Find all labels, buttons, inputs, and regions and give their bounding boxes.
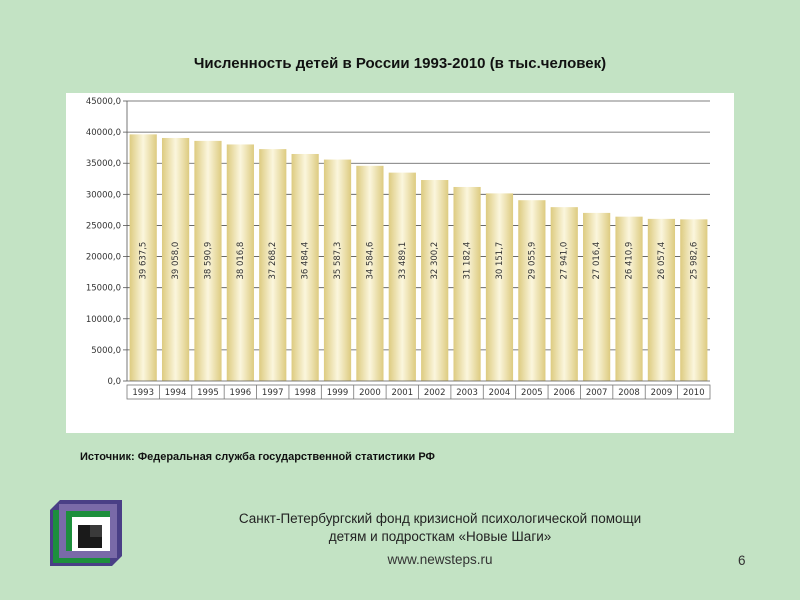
bar-2008: [615, 216, 643, 381]
y-tick-label: 25000,0: [86, 221, 121, 231]
y-tick-label: 45000,0: [86, 97, 121, 107]
x-tick-label: 2002: [424, 388, 446, 398]
x-tick-label: 2004: [489, 388, 511, 398]
y-tick-label: 10000,0: [86, 315, 121, 325]
y-tick-label: 20000,0: [86, 253, 121, 263]
bar-2007: [583, 212, 611, 381]
bar-1997: [259, 149, 287, 381]
bar-1996: [226, 144, 254, 381]
data-label: 29 055,9: [527, 242, 537, 280]
bar-1995: [194, 140, 222, 381]
data-label: 39 637,5: [139, 242, 149, 280]
x-tick-label: 1999: [327, 388, 349, 398]
bar-2004: [485, 193, 514, 381]
bar-2002: [421, 180, 449, 381]
y-tick-label: 40000,0: [86, 128, 121, 138]
bar-2010: [680, 219, 708, 381]
x-tick-label: 1994: [165, 388, 187, 398]
bar-2005: [518, 200, 546, 381]
data-label: 34 584,6: [365, 242, 375, 280]
x-tick-label: 2008: [618, 388, 640, 398]
x-tick-label: 1997: [262, 388, 284, 398]
bar-2003: [453, 186, 481, 381]
data-label: 30 151,7: [495, 242, 505, 280]
bar-1993: [129, 134, 157, 381]
x-tick-label: 1993: [132, 388, 154, 398]
data-label: 39 058,0: [171, 242, 181, 280]
data-label: 26 057,4: [657, 242, 667, 280]
website-link[interactable]: www.newsteps.ru: [387, 552, 493, 567]
x-tick-label: 2009: [651, 388, 673, 398]
y-tick-label: 30000,0: [86, 190, 121, 200]
data-label: 26 410,9: [625, 242, 635, 280]
x-tick-label: 2000: [359, 388, 381, 398]
bar-chart: 39 637,5 39 058,0 38 590,9 38 016,8 37 268,2…: [86, 97, 711, 400]
gridlines: [123, 100, 710, 382]
y-tick-label: 0,0: [107, 377, 121, 387]
x-tick-label: 2006: [553, 388, 575, 398]
x-tick-label: 1996: [230, 388, 252, 398]
data-label: 38 590,9: [203, 242, 213, 280]
bar-1994: [161, 137, 190, 381]
bars: [129, 134, 708, 381]
data-label: 33 489,1: [398, 242, 408, 280]
data-label: 27 016,4: [592, 242, 602, 280]
y-tick-label: 5000,0: [91, 346, 121, 356]
data-label: 25 982,6: [689, 242, 699, 280]
data-labels: 39 637,5 39 058,0 38 590,9 38 016,8 37 268,2…: [139, 242, 700, 280]
x-tick-label: 2005: [521, 388, 543, 398]
data-label: 32 300,2: [430, 242, 440, 280]
x-tick-label: 1998: [294, 388, 316, 398]
x-tick-label: 2010: [683, 388, 705, 398]
data-label: 36 484,4: [301, 242, 311, 280]
x-tick-label: 2003: [456, 388, 478, 398]
bar-2006: [550, 207, 578, 381]
x-axis: 1993 1994 1995 1996 1997 1998 1999 2000 2001 2002…: [126, 380, 711, 400]
y-tick-label: 35000,0: [86, 159, 121, 169]
org-line-1: Санкт-Петербургский фонд кризисной психо…: [238, 511, 642, 526]
data-label: 35 587,3: [333, 242, 343, 280]
bar-2001: [388, 172, 416, 381]
data-label: 37 268,2: [268, 242, 278, 280]
bar-2009: [647, 218, 676, 381]
y-tick-label: 15000,0: [86, 284, 121, 294]
source-note: Источник: Федеральная служба государстве…: [80, 451, 435, 463]
org-line-2: детям и подросткам «Новые Шаги»: [328, 529, 552, 544]
foundation-logo: [50, 500, 122, 566]
data-label: 27 941,0: [560, 242, 570, 280]
bar-2000: [356, 165, 384, 381]
data-label: 31 182,4: [463, 242, 473, 280]
organization-name: Санкт-Петербургский фонд кризисной психо…: [170, 510, 710, 546]
x-tick-label: 2007: [586, 388, 608, 398]
x-tick-label: 2001: [391, 388, 413, 398]
data-label: 38 016,8: [236, 242, 246, 280]
y-axis: 0,0 5000,0 10000,0 15000,0 20000,0 25000,0 300…: [86, 97, 128, 387]
chart-panel: 39 637,5 39 058,0 38 590,9 38 016,8 37 268,2…: [66, 93, 734, 433]
bar-1998: [291, 153, 319, 381]
chart-title: Численность детей в России 1993-2010 (в …: [193, 55, 607, 72]
x-tick-label: 1995: [197, 388, 219, 398]
bar-1999: [323, 159, 352, 381]
page-number: 6: [738, 553, 746, 568]
